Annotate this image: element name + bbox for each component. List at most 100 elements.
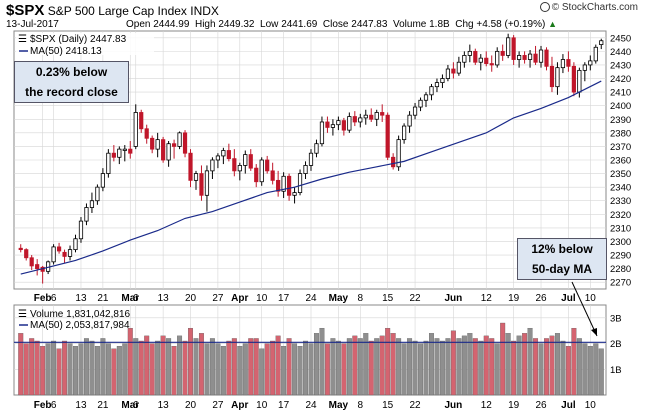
volume-bar: [111, 348, 117, 396]
volume-bar: [379, 335, 385, 396]
y-tick-label: 2350: [610, 169, 631, 180]
candle-body: [456, 61, 461, 74]
brand-link[interactable]: © StockCharts.com: [539, 2, 638, 13]
candle-body: [527, 53, 533, 60]
candle-body: [122, 148, 127, 151]
y-tick-label: 2410: [610, 88, 631, 99]
candle-body: [18, 247, 23, 251]
candle-body: [396, 139, 401, 168]
volume-bar: [412, 340, 418, 396]
ma50-path: [20, 80, 602, 275]
volume-bar: [341, 343, 347, 396]
volume-bar: [116, 345, 122, 396]
up-arrow-icon: ▲: [548, 19, 558, 29]
candle-body: [226, 150, 231, 160]
volume-bar: [303, 340, 309, 396]
candle-body: [555, 67, 560, 88]
volume-bar: [456, 338, 462, 396]
candle-body: [106, 152, 111, 174]
brand-logo-icon: [539, 2, 550, 12]
candle-body: [308, 152, 314, 166]
candle-body: [451, 68, 456, 74]
candle-body: [139, 112, 144, 130]
x-tick-label: Mar: [121, 293, 139, 304]
volume-bar: [527, 327, 533, 396]
volume-bar: [34, 340, 40, 396]
candle-body: [374, 112, 379, 120]
price-legend: ☰ $SPX (Daily) 2447.83 MA(50) 2418.13: [16, 33, 154, 57]
x-tick-label: 10: [585, 293, 597, 304]
volume-bar: [544, 338, 549, 396]
candle-body: [150, 137, 155, 150]
x-tick-label: May: [329, 293, 349, 304]
volume-bar: [582, 343, 588, 396]
volume-bar: [204, 343, 210, 396]
x-tick-label: Feb: [34, 293, 52, 304]
candle-body: [358, 117, 363, 123]
candle-body: [199, 173, 204, 196]
candle-body: [391, 156, 396, 168]
candle-body: [325, 121, 330, 128]
volume-bar: [51, 340, 57, 396]
x-tick-label-volume: 15: [382, 400, 394, 411]
candle-body: [588, 60, 593, 66]
candle-body: [221, 150, 226, 157]
volume-bar: [522, 333, 528, 396]
volume-bar: [215, 343, 221, 396]
x-tick-label: 6: [133, 293, 139, 304]
y-tick-label: 2380: [610, 128, 631, 139]
price-legend-box: [16, 33, 154, 55]
candle-body: [352, 116, 357, 123]
volume-bar: [67, 343, 73, 396]
volume-settings-icon[interactable]: ☰: [18, 309, 27, 320]
candle-body: [369, 114, 374, 120]
candle-body: [533, 53, 538, 63]
volume-bar: [538, 343, 544, 396]
volume-bar: [434, 338, 440, 396]
y-tick-label: 2320: [610, 210, 631, 221]
x-tick-label-volume: 24: [305, 400, 317, 411]
y-tick-label: 2300: [610, 237, 631, 248]
volume-bar: [171, 345, 177, 396]
candle-body: [347, 116, 352, 131]
candle-body: [341, 120, 346, 131]
candle-body: [232, 158, 237, 172]
candle-body: [429, 86, 434, 96]
y-tick-label: 2280: [610, 264, 631, 275]
symbol: $SPX: [6, 2, 45, 19]
candle-body: [445, 68, 451, 79]
candle-body: [538, 49, 544, 63]
x-tick-label-volume: Jul: [561, 400, 576, 411]
volume-bar: [23, 343, 29, 396]
ma-callout: 12% below 50-day MA: [517, 238, 607, 280]
x-tick-label-volume: 6: [51, 400, 57, 411]
candle-body: [418, 99, 423, 108]
record-close-callout: 0.23% below the record close: [14, 61, 129, 103]
volume-bar: [149, 343, 155, 396]
volume-bar: [450, 330, 456, 396]
volume-bar: [18, 333, 24, 396]
candle-body: [155, 139, 160, 150]
x-tick-label-volume: 13: [75, 400, 87, 411]
x-tick-label: 8: [358, 293, 364, 304]
vol-tick-label: 1B: [610, 365, 622, 376]
x-tick-label-volume: 6: [133, 400, 139, 411]
volume-bar: [330, 338, 336, 396]
volume-bar: [127, 327, 133, 396]
volume-bar: [193, 338, 199, 396]
chart-settings-icon[interactable]: ☰: [18, 34, 27, 45]
x-tick-label: 27: [212, 293, 224, 304]
volume-bar: [105, 343, 111, 396]
candle-body: [237, 165, 242, 172]
y-tick-label: 2290: [610, 251, 631, 262]
volume-label: Volume: [392, 19, 427, 30]
volume-bar: [560, 340, 566, 396]
volume-bar: [319, 327, 325, 396]
x-tick-label-volume: Feb: [34, 400, 52, 411]
volume-bar: [29, 338, 35, 396]
low-value: 2441.69: [281, 19, 318, 30]
volume-bar: [188, 327, 193, 396]
index-name: S&P 500 Large Cap Index: [47, 4, 187, 18]
volume-bar: [237, 345, 243, 396]
